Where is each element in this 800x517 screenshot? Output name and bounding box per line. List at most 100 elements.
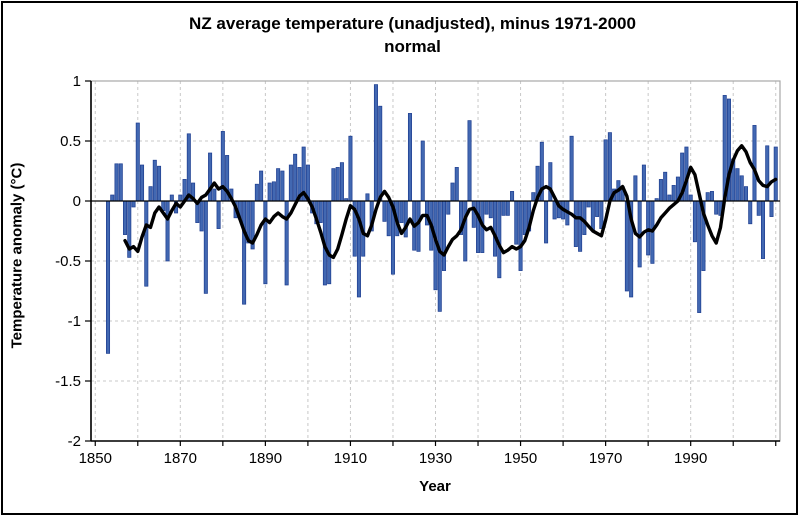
anomaly-bar-1958: [552, 200, 557, 220]
anomaly-bar-1963: [573, 200, 578, 247]
anomaly-bar-1995: [709, 191, 714, 202]
anomaly-bar-1897: [293, 153, 298, 202]
smoothed-line: [123, 144, 778, 260]
anomaly-bar-1943: [488, 200, 493, 219]
anomaly-bar-1892: [271, 181, 276, 202]
anomaly-bar-1907: [335, 167, 340, 202]
anomaly-bar-1942: [484, 200, 489, 215]
anomaly-bar-1905: [327, 200, 332, 285]
y-tick-label: -1.5: [55, 373, 81, 390]
anomaly-bar-1950: [518, 200, 523, 271]
x-axis-title: Year: [419, 478, 451, 495]
anomaly-bar-1876: [203, 200, 208, 294]
anomaly-bar-1931: [437, 200, 442, 312]
anomaly-bar-1894: [280, 170, 285, 202]
anomaly-bar-1916: [373, 84, 378, 202]
y-tick-label: -2: [68, 433, 81, 450]
anomaly-bar-1864: [152, 159, 157, 202]
anomaly-bar-1896: [288, 164, 293, 202]
anomaly-bar-1951: [522, 200, 527, 235]
anomaly-bar-1870: [178, 194, 183, 202]
anomaly-bar-1947: [505, 200, 510, 216]
anomaly-bar-1865: [157, 165, 162, 202]
anomaly-bar-1903: [318, 200, 323, 223]
anomaly-bar-1859: [131, 200, 136, 208]
anomaly-bar-1994: [705, 192, 710, 202]
anomaly-bar-1877: [208, 152, 213, 202]
anomaly-bar-1922: [399, 200, 404, 223]
x-tick-label: 1890: [249, 450, 282, 467]
anomaly-bar-1880: [220, 131, 225, 202]
anomaly-bar-1895: [284, 200, 289, 286]
anomaly-bar-1953: [531, 192, 536, 202]
x-tick-label: 1970: [589, 450, 622, 467]
anomaly-bar-1969: [599, 200, 604, 229]
anomaly-bar-1891: [267, 182, 272, 202]
x-tick-label: 1930: [419, 450, 452, 467]
anomaly-bar-1878: [212, 188, 217, 202]
anomaly-bar-1940: [476, 200, 481, 253]
anomaly-bar-1935: [454, 167, 459, 202]
y-tick-label: 1: [73, 73, 81, 90]
anomaly-bar-1860: [135, 122, 140, 202]
anomaly-bar-1908: [339, 162, 344, 202]
x-tick-label: 1850: [79, 450, 112, 467]
anomaly-bar-1910: [348, 135, 353, 202]
anomaly-bar-1992: [697, 200, 702, 313]
anomaly-bar-1938: [467, 120, 472, 202]
anomaly-bar-1968: [595, 200, 600, 217]
anomaly-bar-1889: [259, 170, 264, 202]
anomaly-bar-1890: [263, 200, 268, 285]
anomaly-bar-1964: [578, 200, 583, 252]
anomaly-bar-1853: [106, 200, 111, 354]
anomaly-bar-1863: [148, 186, 153, 202]
anomaly-bar-1868: [169, 194, 174, 202]
anomaly-bar-2008: [765, 145, 770, 202]
anomaly-bar-1979: [641, 164, 646, 202]
anomaly-bar-1971: [607, 132, 612, 202]
anomaly-bar-1980: [646, 200, 651, 256]
anomaly-bar-1962: [569, 135, 574, 202]
anomaly-bar-1934: [450, 182, 455, 202]
anomaly-bar-2010: [773, 146, 778, 202]
anomaly-bar-1957: [548, 162, 553, 202]
anomaly-bar-1991: [692, 200, 697, 243]
anomaly-bar-1855: [114, 163, 119, 202]
anomaly-bar-1918: [382, 200, 387, 222]
anomaly-bar-1984: [663, 171, 668, 202]
anomaly-bar-1933: [446, 200, 451, 215]
anomaly-bar-1924: [407, 113, 412, 202]
x-tick-label: 1950: [504, 450, 537, 467]
anomaly-bar-1927: [420, 140, 425, 202]
anomaly-bar-1965: [582, 200, 587, 235]
anomaly-bar-1875: [199, 200, 204, 232]
anomaly-bar-1885: [242, 200, 247, 305]
anomaly-bar-2006: [756, 200, 761, 216]
anomaly-bar-1932: [442, 200, 447, 271]
anomaly-bar-2001: [735, 168, 740, 202]
anomaly-bar-1857: [123, 200, 128, 235]
chart-title-line2: normal: [384, 37, 441, 56]
anomaly-bar-1917: [378, 105, 383, 202]
y-tick-label: 0: [73, 193, 81, 210]
chart-title: NZ average temperature (unadjusted), min…: [90, 12, 735, 58]
anomaly-bar-1970: [603, 139, 608, 202]
x-tick-label: 1990: [674, 450, 707, 467]
anomaly-bar-1967: [590, 200, 595, 232]
anomaly-bar-1919: [386, 200, 391, 237]
anomaly-bar-1939: [471, 200, 476, 228]
anomaly-bar-1966: [586, 200, 591, 208]
anomaly-bar-1893: [276, 168, 281, 202]
anomaly-bar-1986: [671, 185, 676, 202]
anomaly-bar-1906: [331, 168, 336, 202]
anomaly-bar-1856: [118, 163, 123, 202]
anomaly-bar-2005: [752, 125, 757, 202]
anomaly-bar-2007: [760, 200, 765, 259]
anomaly-bar-1861: [140, 164, 145, 202]
anomaly-bar-1914: [365, 193, 370, 202]
anomaly-bar-1872: [186, 133, 191, 202]
anomaly-bar-1977: [633, 175, 638, 202]
